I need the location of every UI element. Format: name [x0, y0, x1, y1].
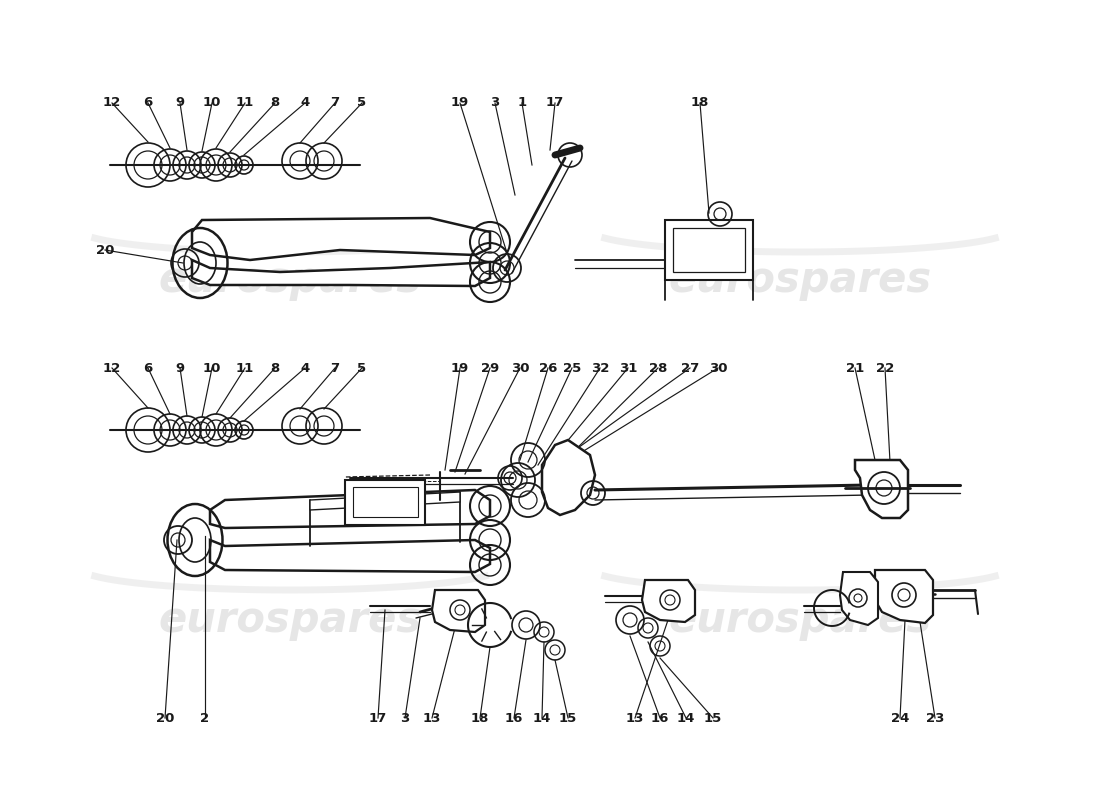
Text: 14: 14 — [532, 711, 551, 725]
Text: 19: 19 — [451, 97, 469, 110]
Text: 10: 10 — [202, 362, 221, 374]
Text: 8: 8 — [271, 97, 279, 110]
Text: 30: 30 — [510, 362, 529, 374]
Text: 8: 8 — [271, 362, 279, 374]
Text: eurospares: eurospares — [669, 599, 932, 641]
Text: 22: 22 — [876, 362, 894, 374]
Bar — [345, 480, 425, 525]
Text: 17: 17 — [368, 711, 387, 725]
Text: 7: 7 — [330, 97, 340, 110]
Text: 10: 10 — [202, 97, 221, 110]
Text: 18: 18 — [691, 97, 710, 110]
Text: 9: 9 — [175, 362, 185, 374]
Polygon shape — [210, 490, 490, 528]
Text: 16: 16 — [505, 711, 524, 725]
Text: 17: 17 — [546, 97, 564, 110]
Text: 19: 19 — [451, 362, 469, 374]
Text: eurospares: eurospares — [669, 259, 932, 301]
Text: eurospares: eurospares — [158, 599, 421, 641]
Text: 16: 16 — [651, 711, 669, 725]
Text: eurospares: eurospares — [158, 259, 421, 301]
Text: 23: 23 — [926, 711, 944, 725]
Polygon shape — [432, 590, 485, 632]
Text: 20: 20 — [156, 711, 174, 725]
Text: 13: 13 — [626, 711, 645, 725]
Bar — [353, 487, 418, 517]
Polygon shape — [192, 218, 490, 260]
Text: 2: 2 — [200, 711, 210, 725]
Text: 14: 14 — [676, 711, 695, 725]
Text: 11: 11 — [235, 97, 254, 110]
Text: 26: 26 — [539, 362, 558, 374]
Polygon shape — [192, 260, 490, 286]
Text: 3: 3 — [491, 97, 499, 110]
Text: 5: 5 — [358, 362, 366, 374]
Text: 1: 1 — [517, 97, 527, 110]
Polygon shape — [642, 580, 695, 622]
Polygon shape — [542, 440, 595, 515]
Bar — [673, 228, 745, 272]
Text: 13: 13 — [422, 711, 441, 725]
Text: 18: 18 — [471, 711, 490, 725]
Text: 15: 15 — [704, 711, 722, 725]
Text: 12: 12 — [103, 362, 121, 374]
Text: 9: 9 — [175, 97, 185, 110]
Text: 28: 28 — [649, 362, 668, 374]
Text: 12: 12 — [103, 97, 121, 110]
Polygon shape — [855, 460, 908, 518]
Text: 7: 7 — [330, 362, 340, 374]
Polygon shape — [310, 492, 460, 510]
Text: 11: 11 — [235, 362, 254, 374]
Text: 30: 30 — [708, 362, 727, 374]
Polygon shape — [210, 540, 490, 572]
Text: 20: 20 — [96, 243, 114, 257]
Text: 15: 15 — [559, 711, 578, 725]
Text: 4: 4 — [300, 362, 309, 374]
Text: 25: 25 — [563, 362, 581, 374]
Polygon shape — [840, 572, 878, 625]
Polygon shape — [874, 570, 933, 623]
Text: 24: 24 — [891, 711, 910, 725]
Text: 31: 31 — [619, 362, 637, 374]
Text: 6: 6 — [143, 97, 153, 110]
Text: 21: 21 — [846, 362, 865, 374]
Text: 3: 3 — [400, 711, 409, 725]
Text: 32: 32 — [591, 362, 609, 374]
Text: 6: 6 — [143, 362, 153, 374]
Text: 5: 5 — [358, 97, 366, 110]
Bar — [666, 220, 754, 280]
Text: 4: 4 — [300, 97, 309, 110]
Text: 27: 27 — [681, 362, 700, 374]
Text: 29: 29 — [481, 362, 499, 374]
